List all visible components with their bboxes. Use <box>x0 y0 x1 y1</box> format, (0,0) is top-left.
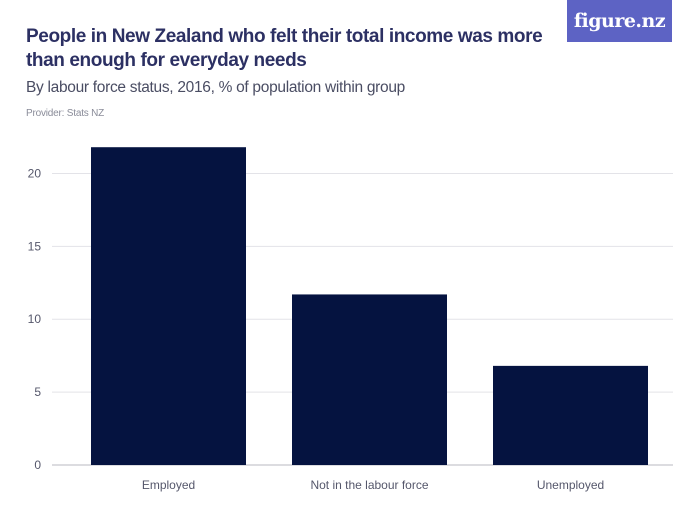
figure-nz-logo[interactable]: figure.nz <box>567 0 672 42</box>
y-tick-label-15: 15 <box>28 239 42 253</box>
chart-title: People in New Zealand who felt their tot… <box>26 26 543 71</box>
chart-subtitle: By labour force status, 2016, % of popul… <box>26 79 405 96</box>
y-tick-label-20: 20 <box>28 166 42 180</box>
x-category-label: Employed <box>142 478 195 492</box>
x-axis-labels: Employed Not in the labour force Unemploye… <box>142 478 604 492</box>
bar-not-in-the-labour-force[interactable] <box>292 294 447 465</box>
bar-unemployed[interactable] <box>493 365 648 465</box>
y-tick-label-5: 5 <box>34 385 41 399</box>
x-category-label: Not in the labour force <box>310 478 428 492</box>
y-axis-ticks: 0 5 10 15 20 <box>28 166 42 472</box>
bars <box>91 147 648 465</box>
provider-note: Provider: Stats NZ <box>26 108 105 119</box>
logo-text: figure.nz <box>573 10 666 32</box>
y-tick-label-10: 10 <box>28 312 42 326</box>
y-tick-label-0: 0 <box>34 458 41 472</box>
bar-employed[interactable] <box>91 147 246 465</box>
x-category-label: Unemployed <box>537 478 604 492</box>
